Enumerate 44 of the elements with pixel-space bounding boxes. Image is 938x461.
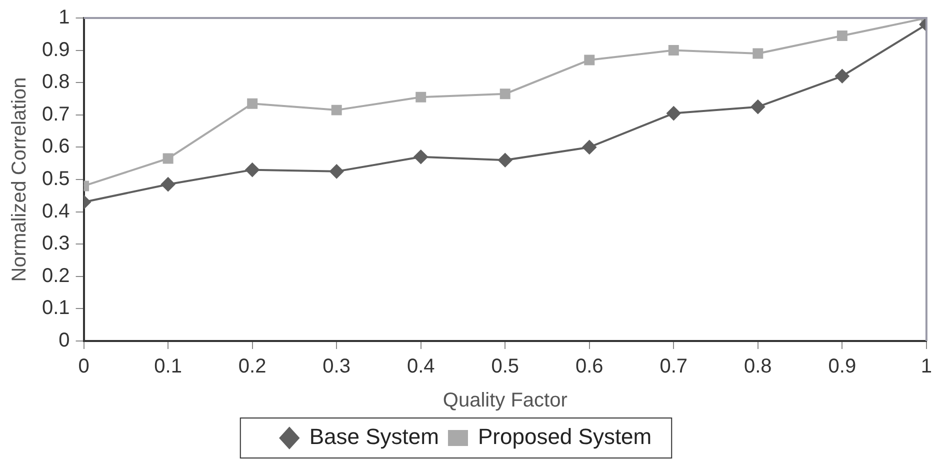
point <box>500 88 510 100</box>
x-tick-label: 0.8 <box>744 356 772 378</box>
y-tick-label: 0.9 <box>42 38 70 61</box>
y-tick-label: 0.7 <box>42 103 70 126</box>
x-tick-label: 0.1 <box>154 356 182 378</box>
x-tick-label: 0.5 <box>491 356 520 378</box>
point <box>835 69 850 84</box>
point <box>750 100 765 114</box>
legend-label: Proposed System <box>478 424 652 450</box>
y-tick-label: 1 <box>58 6 70 29</box>
point <box>162 153 174 164</box>
x-tick-label: 0.6 <box>575 356 604 378</box>
point <box>161 177 176 192</box>
point <box>247 98 258 109</box>
x-tick-label: 0.2 <box>238 356 266 378</box>
legend-label: Base System <box>309 424 439 450</box>
x-tick-label: 0.3 <box>322 356 350 378</box>
point <box>752 48 764 59</box>
point <box>498 153 512 168</box>
x-tick-label: 0 <box>78 356 90 378</box>
point <box>668 45 679 56</box>
x-tick-label: 0.7 <box>660 356 688 378</box>
point <box>414 150 428 164</box>
y-tick-label: 0.1 <box>42 297 70 320</box>
y-tick-label: 0.5 <box>42 168 70 190</box>
y-tick-label: 0.3 <box>42 232 70 255</box>
x-tick-label: 0.9 <box>828 356 856 378</box>
point <box>245 162 260 177</box>
point <box>330 164 344 178</box>
y-tick-label: 0.6 <box>42 136 70 158</box>
point <box>582 140 596 154</box>
y-tick-label: 0 <box>58 330 70 352</box>
point <box>666 106 681 120</box>
x-tick-label: 0.4 <box>406 356 435 378</box>
point <box>331 104 342 116</box>
y-tick-label: 0.8 <box>42 71 70 94</box>
point <box>416 92 426 102</box>
x-tick-label: 1 <box>920 356 932 378</box>
point <box>836 30 848 42</box>
y-tick-label: 0.2 <box>42 264 70 287</box>
y-axis-title: Normalized Correlation <box>8 77 31 282</box>
y-tick-label: 0.4 <box>42 200 70 222</box>
point <box>584 54 595 66</box>
x-axis-title: Quality Factor <box>442 390 568 412</box>
